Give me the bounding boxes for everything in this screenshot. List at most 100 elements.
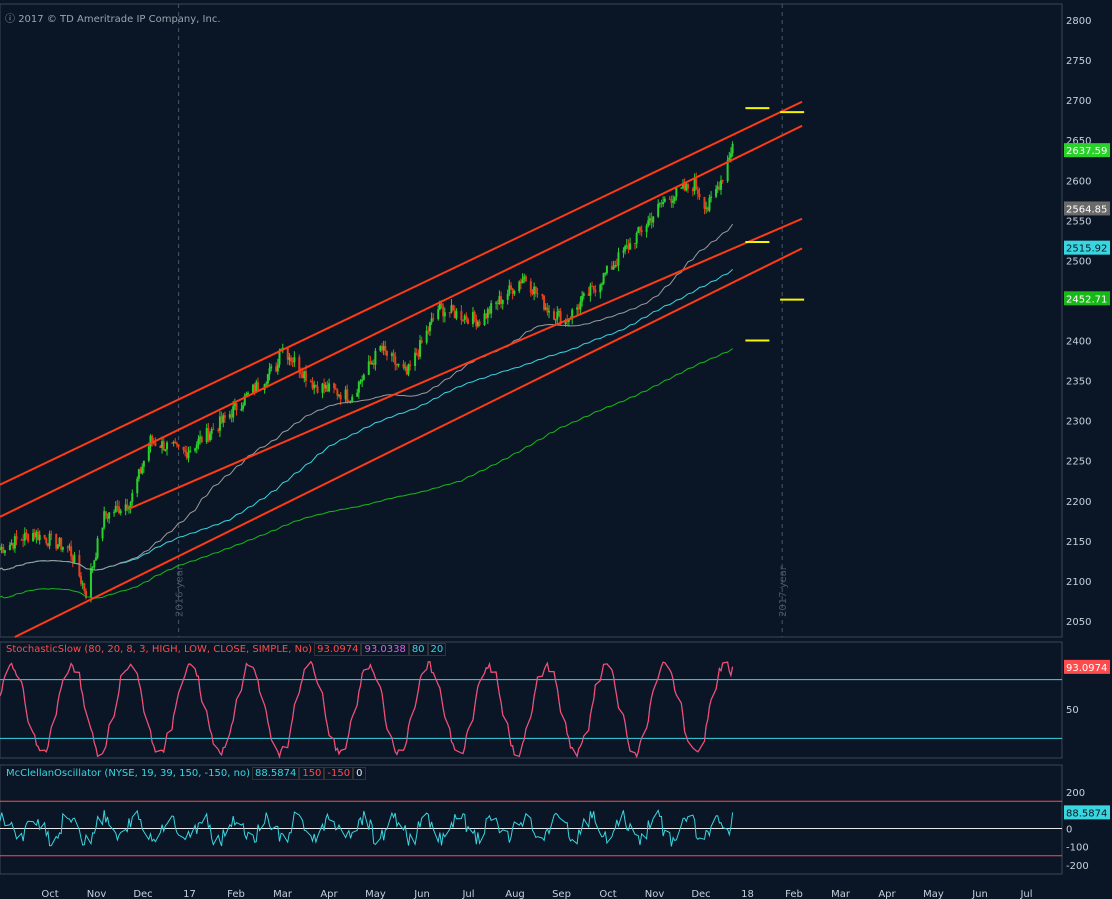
candle-body [13, 536, 16, 549]
price-tick: 2600 [1066, 176, 1091, 187]
x-axis-label: Dec [133, 889, 152, 899]
candle-body [253, 384, 256, 393]
candle-body [55, 534, 58, 549]
mco-last-label: 88.5874 [1066, 808, 1107, 819]
x-axis-label: Jul [461, 889, 474, 899]
candle-body [66, 547, 69, 549]
candle-body [599, 284, 602, 293]
candle-body [696, 189, 699, 194]
candle-body [622, 250, 625, 253]
candle-body [233, 403, 236, 407]
candle-body [513, 291, 516, 294]
mco-value: 88.5874 [251, 767, 300, 780]
candle-body [548, 311, 551, 313]
candle-body [129, 502, 132, 509]
candle-body [228, 414, 231, 418]
candle-body [84, 590, 87, 598]
candle-body [382, 345, 385, 351]
x-axis-label: 17 [183, 889, 196, 899]
candle-body [278, 350, 281, 365]
candle-body [127, 508, 130, 510]
candle-body [56, 544, 59, 549]
x-axis-label: Jun [413, 889, 430, 899]
candle-body [32, 532, 35, 542]
candle-body [48, 533, 51, 546]
candle-body [576, 307, 579, 310]
mcclellan-header: McClellanOscillator (NYSE, 19, 39, 150, … [4, 767, 366, 781]
candle-body [397, 363, 400, 366]
candle-body [290, 357, 293, 362]
candle-body [673, 196, 676, 202]
candle-body [58, 537, 61, 545]
candle-body [154, 442, 157, 446]
candle-body [541, 293, 544, 296]
candle-body [577, 307, 580, 310]
price-tick: 2300 [1066, 417, 1091, 428]
candle-body [452, 305, 455, 311]
candle-body [604, 273, 607, 275]
candle-body [291, 361, 294, 363]
candle-body [556, 311, 559, 320]
candle-body [471, 311, 474, 325]
candle-body [729, 153, 732, 158]
stochastic-header: StochasticSlow (80, 20, 8, 3, HIGH, LOW,… [4, 643, 447, 657]
candle-body [288, 357, 291, 360]
candle-body [683, 184, 686, 191]
candle-body [691, 188, 694, 192]
price-label-box [1064, 240, 1110, 255]
candle-body [141, 466, 144, 474]
candle-body [681, 184, 684, 188]
candle-body [276, 364, 279, 372]
candle-body [384, 345, 387, 351]
candle-body [615, 264, 618, 266]
candle-body [554, 319, 557, 321]
candle-body [524, 276, 527, 282]
candle-body [159, 445, 162, 448]
stoch-ob-level: 80 [408, 643, 428, 656]
candle-body [660, 203, 663, 205]
candle-body [453, 310, 456, 319]
x-axis-label: May [923, 889, 944, 899]
candle-body [252, 384, 255, 393]
candle-body [706, 207, 709, 211]
candle-body [27, 533, 30, 542]
candle-body [508, 285, 511, 294]
candle-body [567, 318, 570, 322]
channel-line [14, 247, 803, 638]
candle-body [496, 302, 499, 305]
candle-body [546, 307, 549, 313]
candle-body [680, 187, 683, 189]
mco-panel-frame [0, 764, 1063, 875]
candle-body [139, 469, 142, 474]
sma-mid-line [0, 269, 733, 571]
candle-body [81, 583, 84, 585]
candle-body [559, 311, 562, 325]
candle-body [605, 265, 608, 274]
candle-body [50, 533, 53, 535]
stoch-tick: 50 [1066, 705, 1079, 716]
price-label: 2637.59 [1066, 146, 1107, 157]
x-axis-label: Jul [1019, 889, 1032, 899]
candle-body [298, 357, 301, 373]
candle-body [113, 512, 116, 514]
candle-body [443, 312, 446, 317]
candle-body [638, 227, 641, 231]
channel-line [128, 217, 803, 510]
candle-body [650, 218, 653, 223]
candle-body [529, 281, 532, 293]
candle-body [442, 306, 445, 317]
candle-body [506, 293, 509, 300]
stoch-last-box [1064, 659, 1110, 674]
candle-body [635, 232, 638, 244]
candle-body [617, 252, 620, 266]
candle-body [592, 285, 595, 290]
candle-body [89, 568, 92, 598]
candle-body [488, 308, 491, 314]
x-axis-label: May [365, 889, 386, 899]
candle-body [668, 198, 671, 200]
candle-body [460, 311, 463, 320]
candle-body [108, 512, 111, 519]
candle-body [534, 286, 537, 294]
candle-body [600, 283, 603, 285]
